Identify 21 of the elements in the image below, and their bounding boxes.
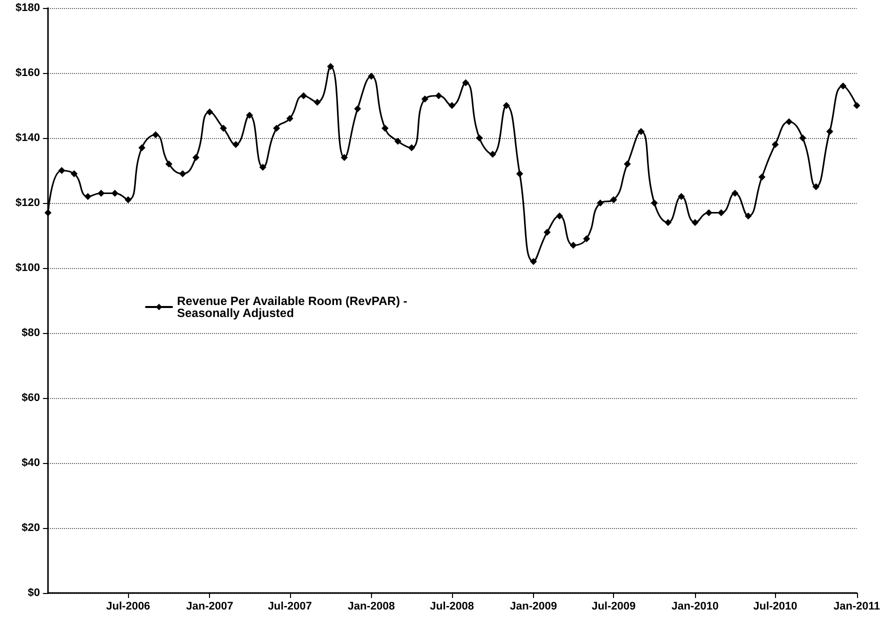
y-tick-label: $0 [28, 587, 40, 599]
x-tick-label: Jul-2010 [753, 600, 798, 612]
y-tick-label: $100 [16, 262, 40, 274]
y-tick-label: $120 [16, 197, 40, 209]
x-tick-label: Jan-2007 [186, 600, 234, 612]
x-tick-label: Jul-2008 [430, 600, 474, 612]
x-tick-label: Jan-2010 [672, 600, 719, 612]
x-tick-label: Jul-2009 [592, 600, 636, 612]
y-tick-label: $40 [22, 457, 40, 469]
x-tick-label: Jul-2007 [268, 600, 312, 612]
y-tick-label: $20 [22, 522, 40, 534]
x-tick-label: Jan-2011 [834, 600, 880, 612]
y-tick-label: $140 [16, 132, 40, 144]
y-tick-label: $160 [16, 67, 40, 79]
y-tick-label: $80 [22, 327, 40, 339]
x-tick-label: Jan-2008 [348, 600, 395, 612]
x-tick-label: Jan-2009 [510, 600, 557, 612]
y-tick-label: $180 [16, 2, 40, 14]
x-tick-label: Jul-2006 [106, 600, 150, 612]
y-tick-label: $60 [22, 392, 40, 404]
legend-label: Revenue Per Available Room (RevPAR) - Seasonally Adjusted [177, 294, 411, 320]
